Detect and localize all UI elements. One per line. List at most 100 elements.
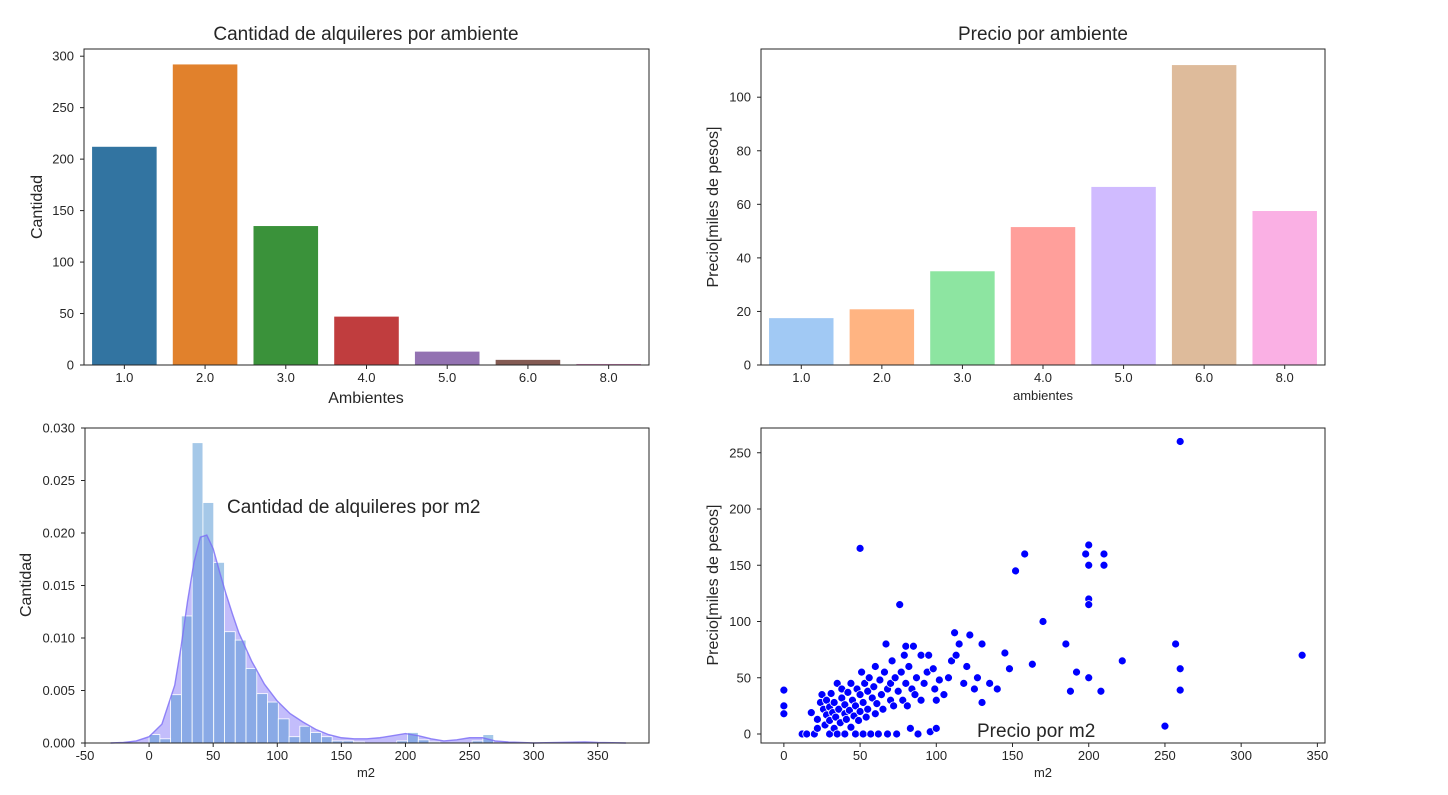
scatter-point (779, 709, 789, 719)
x-tick-label: 300 (1230, 748, 1252, 763)
y-tick-label: 80 (737, 143, 751, 158)
scatter-point (858, 729, 868, 739)
scatter-point (909, 641, 918, 651)
scatter-point (1027, 659, 1037, 669)
scatter-point (817, 690, 827, 700)
y-tick-label: 0.005 (42, 683, 75, 698)
scatter-point (977, 698, 987, 707)
bar-2.0 (849, 309, 915, 365)
scatter-point (892, 729, 902, 739)
y-tick-label: 0.010 (42, 631, 75, 646)
y-axis-label: Cantidad (18, 553, 35, 617)
scatter-point (826, 689, 836, 698)
scatter-point (843, 687, 853, 697)
scatter-point (861, 712, 871, 722)
x-tick-label: 5.0 (1115, 370, 1133, 385)
scatter-point (1297, 650, 1307, 660)
bar-6.0 (1171, 65, 1237, 365)
scatter-point (902, 701, 912, 711)
scatter-point (1084, 560, 1094, 570)
y-tick-label: 0 (744, 358, 751, 373)
x-tick-label: 8.0 (1276, 370, 1294, 385)
bar-8.0 (1252, 211, 1317, 365)
x-axis-label: m2 (1034, 765, 1052, 780)
scatter-point (1099, 549, 1109, 559)
kde-line (110, 534, 626, 744)
histogram-bar (256, 693, 268, 744)
scatter-point (916, 650, 926, 660)
scatter-point (869, 682, 879, 692)
x-axis-label: m2 (357, 765, 375, 780)
scatter-point (875, 675, 885, 685)
y-tick-label: 50 (737, 670, 751, 685)
x-tick-label: 250 (1154, 748, 1176, 763)
scatter-point (858, 698, 868, 707)
scatter-point (934, 675, 944, 685)
chart-title: Cantidad de alquileres por ambiente (213, 24, 518, 45)
x-tick-label: -50 (76, 748, 95, 763)
scatter-point (867, 693, 877, 703)
bar-2.0 (172, 64, 238, 365)
histogram-bar (277, 718, 290, 744)
x-tick-label: 200 (1078, 748, 1100, 763)
scatter-point (851, 701, 860, 711)
scatter-point (919, 678, 929, 688)
scatter-point (889, 701, 899, 711)
scatter-point (924, 650, 934, 660)
scatter-point (1084, 673, 1094, 683)
y-tick-label: 200 (52, 152, 74, 167)
y-tick-label: 200 (729, 502, 751, 517)
scatter-point (878, 704, 888, 714)
x-tick-label: 150 (331, 748, 353, 763)
x-tick-label: 3.0 (953, 370, 971, 385)
scatter-point (1005, 664, 1014, 674)
scatter-point (1000, 648, 1010, 658)
scatter-point (1096, 686, 1106, 696)
histogram-bar (234, 639, 247, 744)
scatter-point (846, 678, 856, 688)
x-tick-label: 2.0 (196, 370, 214, 385)
scatter-point (965, 630, 975, 640)
scatter-point (1072, 667, 1081, 677)
x-tick-label: 0 (780, 748, 787, 763)
scatter-point (802, 729, 812, 739)
x-tick-label: 4.0 (1034, 370, 1052, 385)
bar-4.0 (1010, 227, 1076, 365)
scatter-point (1038, 617, 1048, 626)
scatter-point (947, 656, 956, 666)
scatter-point (895, 600, 905, 610)
y-tick-label: 150 (729, 558, 751, 573)
scatter-point (930, 684, 940, 694)
scatter-point (1084, 600, 1094, 610)
y-tick-label: 150 (52, 203, 74, 218)
scatter-point (813, 723, 822, 733)
scatter-point (887, 656, 897, 666)
x-tick-label: 3.0 (277, 370, 295, 385)
y-axis-label: Cantidad (29, 175, 46, 239)
scatter-point (898, 695, 908, 705)
x-tick-label: 100 (266, 748, 288, 763)
y-tick-label: 0.025 (42, 473, 75, 488)
scatter-point (931, 723, 941, 733)
scatter-point (1020, 549, 1030, 559)
scatter-point (931, 695, 941, 705)
histogram-bar (288, 736, 301, 744)
scatter-point (1084, 540, 1094, 550)
chart-annotation: Precio por m2 (977, 721, 1095, 742)
scatter-point (863, 686, 873, 696)
bar-5.0 (1091, 186, 1156, 365)
y-axis-label: Precio[miles de pesos] (705, 127, 722, 288)
chart-cantidad-por-ambiente: 1.0 2.0 3.0 4.0 5.0 6.0 8.0 0 50 100 150 200 250 300… (29, 24, 650, 407)
scatter-point (977, 639, 987, 649)
scatter-point (1160, 721, 1170, 731)
scatter-point (832, 678, 842, 688)
scatter-point (872, 699, 882, 709)
scatter-point (779, 685, 789, 695)
histogram-bar (191, 442, 204, 744)
scatter-point (855, 690, 865, 700)
x-tick-label: 0 (145, 748, 152, 763)
scatter-point (959, 678, 969, 688)
scatter-point (992, 684, 1002, 694)
x-tick-label: 350 (1307, 748, 1329, 763)
scatter-point (873, 729, 883, 739)
